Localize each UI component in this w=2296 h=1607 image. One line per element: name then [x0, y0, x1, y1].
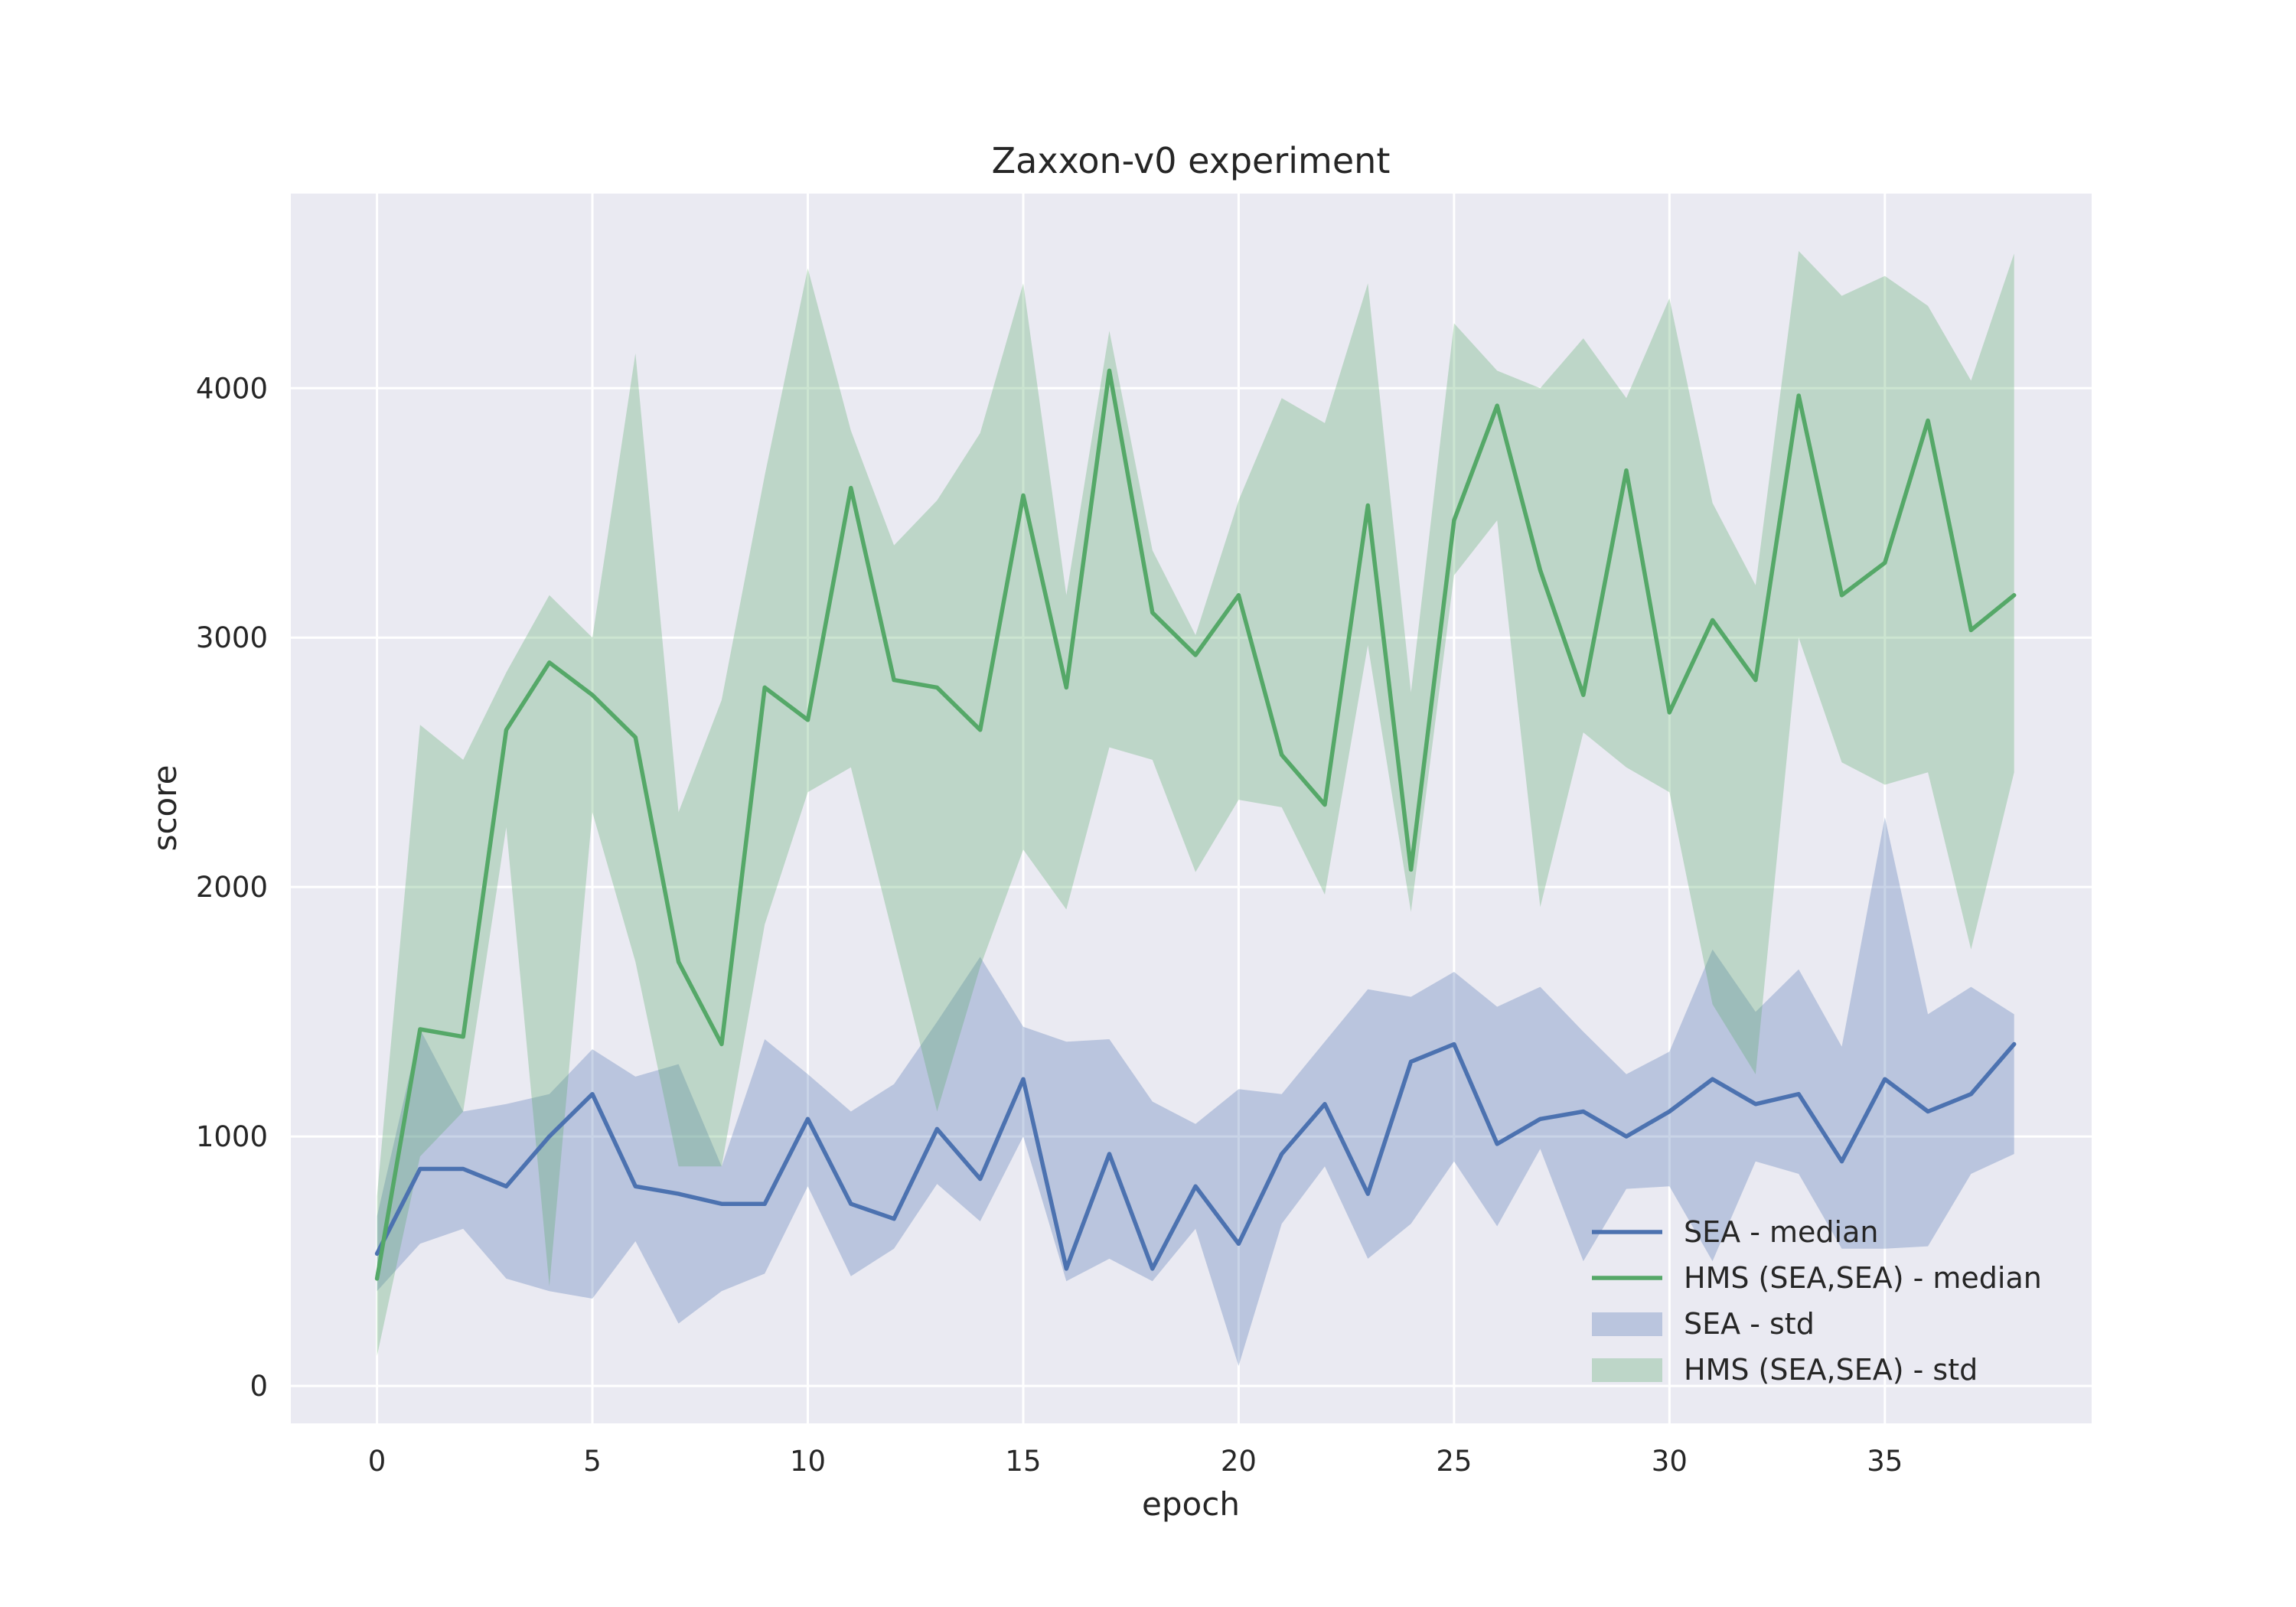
std-band	[377, 817, 2014, 1366]
legend-swatch-patch	[1592, 1312, 1662, 1336]
x-tick-label: 35	[1867, 1445, 1903, 1478]
y-tick-label: 0	[249, 1370, 268, 1403]
y-tick-label: 1000	[196, 1120, 268, 1153]
legend-label: HMS (SEA,SEA) - std	[1684, 1353, 1978, 1387]
x-tick-label: 5	[583, 1445, 602, 1478]
y-tick-label: 3000	[196, 621, 268, 654]
legend: SEA - median HMS (SEA,SEA) - median SEA - …	[1592, 1215, 2042, 1387]
legend-item: HMS (SEA,SEA) - median	[1592, 1261, 2042, 1295]
legend-label: SEA - std	[1684, 1307, 1815, 1341]
y-axis-label: score	[146, 765, 184, 852]
std-bands	[377, 251, 2014, 1366]
legend-item: SEA - median	[1592, 1215, 1878, 1249]
median-line	[374, 1041, 2017, 1271]
plot-background	[291, 194, 2092, 1423]
x-tick-label: 20	[1221, 1445, 1257, 1478]
x-tick-label: 15	[1005, 1445, 1041, 1478]
x-tick-label: 0	[368, 1445, 386, 1478]
legend-label: SEA - median	[1684, 1215, 1878, 1249]
y-tick-label: 4000	[196, 372, 268, 405]
legend-item: HMS (SEA,SEA) - std	[1592, 1353, 1978, 1387]
chart-title: Zaxxon-v0 experiment	[992, 140, 1391, 181]
y-tick-labels: 0 1000 2000 3000 4000	[196, 372, 268, 1403]
x-tick-label: 10	[790, 1445, 826, 1478]
legend-label: HMS (SEA,SEA) - median	[1684, 1261, 2042, 1295]
x-tick-label: 25	[1436, 1445, 1472, 1478]
legend-swatch-patch	[1592, 1358, 1662, 1382]
y-tick-label: 2000	[196, 871, 268, 904]
median-line	[374, 368, 2017, 1281]
std-band	[377, 251, 2014, 1356]
median-lines	[374, 368, 2017, 1281]
legend-item: SEA - std	[1592, 1307, 1815, 1341]
x-axis-label: epoch	[1142, 1485, 1240, 1523]
x-tick-labels: 0 5 10 15 20 25 30 35	[368, 1445, 1903, 1478]
x-tick-label: 30	[1652, 1445, 1688, 1478]
grid-lines	[291, 194, 2092, 1423]
